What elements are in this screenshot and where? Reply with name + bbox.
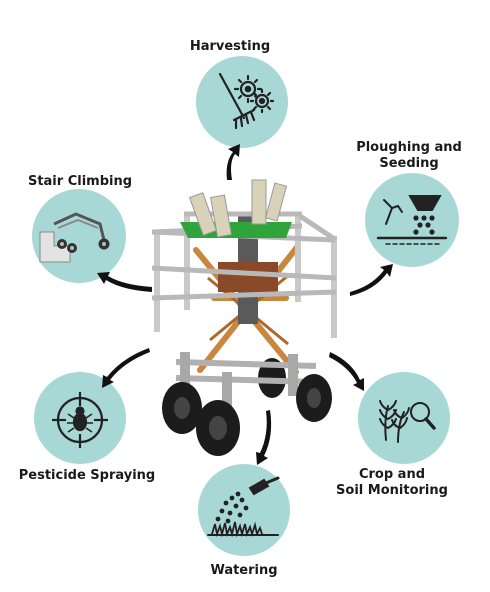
wheel xyxy=(307,388,321,408)
ploughing-circle xyxy=(365,173,459,267)
arrow-to-stair xyxy=(97,272,152,292)
label-harvesting: Harvesting xyxy=(189,39,271,54)
arrows xyxy=(97,144,393,465)
rake-gears-icon xyxy=(218,72,275,130)
arrow-to-harvesting xyxy=(226,144,240,180)
label-crop-soil-monitoring: Crop and Soil Monitoring xyxy=(322,467,462,499)
arrow-to-watering xyxy=(256,410,272,465)
seed-hopper-icon xyxy=(376,195,448,245)
label-ploughing-line2: Seeding xyxy=(379,156,439,171)
crosshair-bug-icon xyxy=(52,392,108,448)
crop-monitoring-circle xyxy=(358,372,450,464)
wheat-magnifier-icon xyxy=(379,400,436,443)
label-ploughing-line1: Ploughing and xyxy=(356,140,462,155)
label-pesticide-spraying: Pesticide Spraying xyxy=(18,468,156,483)
label-crop-line1: Crop and xyxy=(358,467,426,482)
label-watering: Watering xyxy=(210,563,278,578)
wheel xyxy=(209,416,227,440)
robot-illustration xyxy=(151,179,338,456)
label-ploughing-seeding: Ploughing and Seeding xyxy=(346,140,472,172)
sprayer-grass-icon xyxy=(207,476,280,538)
label-stair-climbing: Stair Climbing xyxy=(27,174,133,189)
arrow-to-crop xyxy=(329,352,364,391)
arrow-to-pesticide xyxy=(102,348,150,388)
stair-robot-icon xyxy=(39,212,110,263)
arrow-to-ploughing xyxy=(350,264,393,296)
label-crop-line2: Soil Monitoring xyxy=(336,483,448,498)
wheel xyxy=(174,397,190,419)
harvesting-circle xyxy=(196,56,288,148)
